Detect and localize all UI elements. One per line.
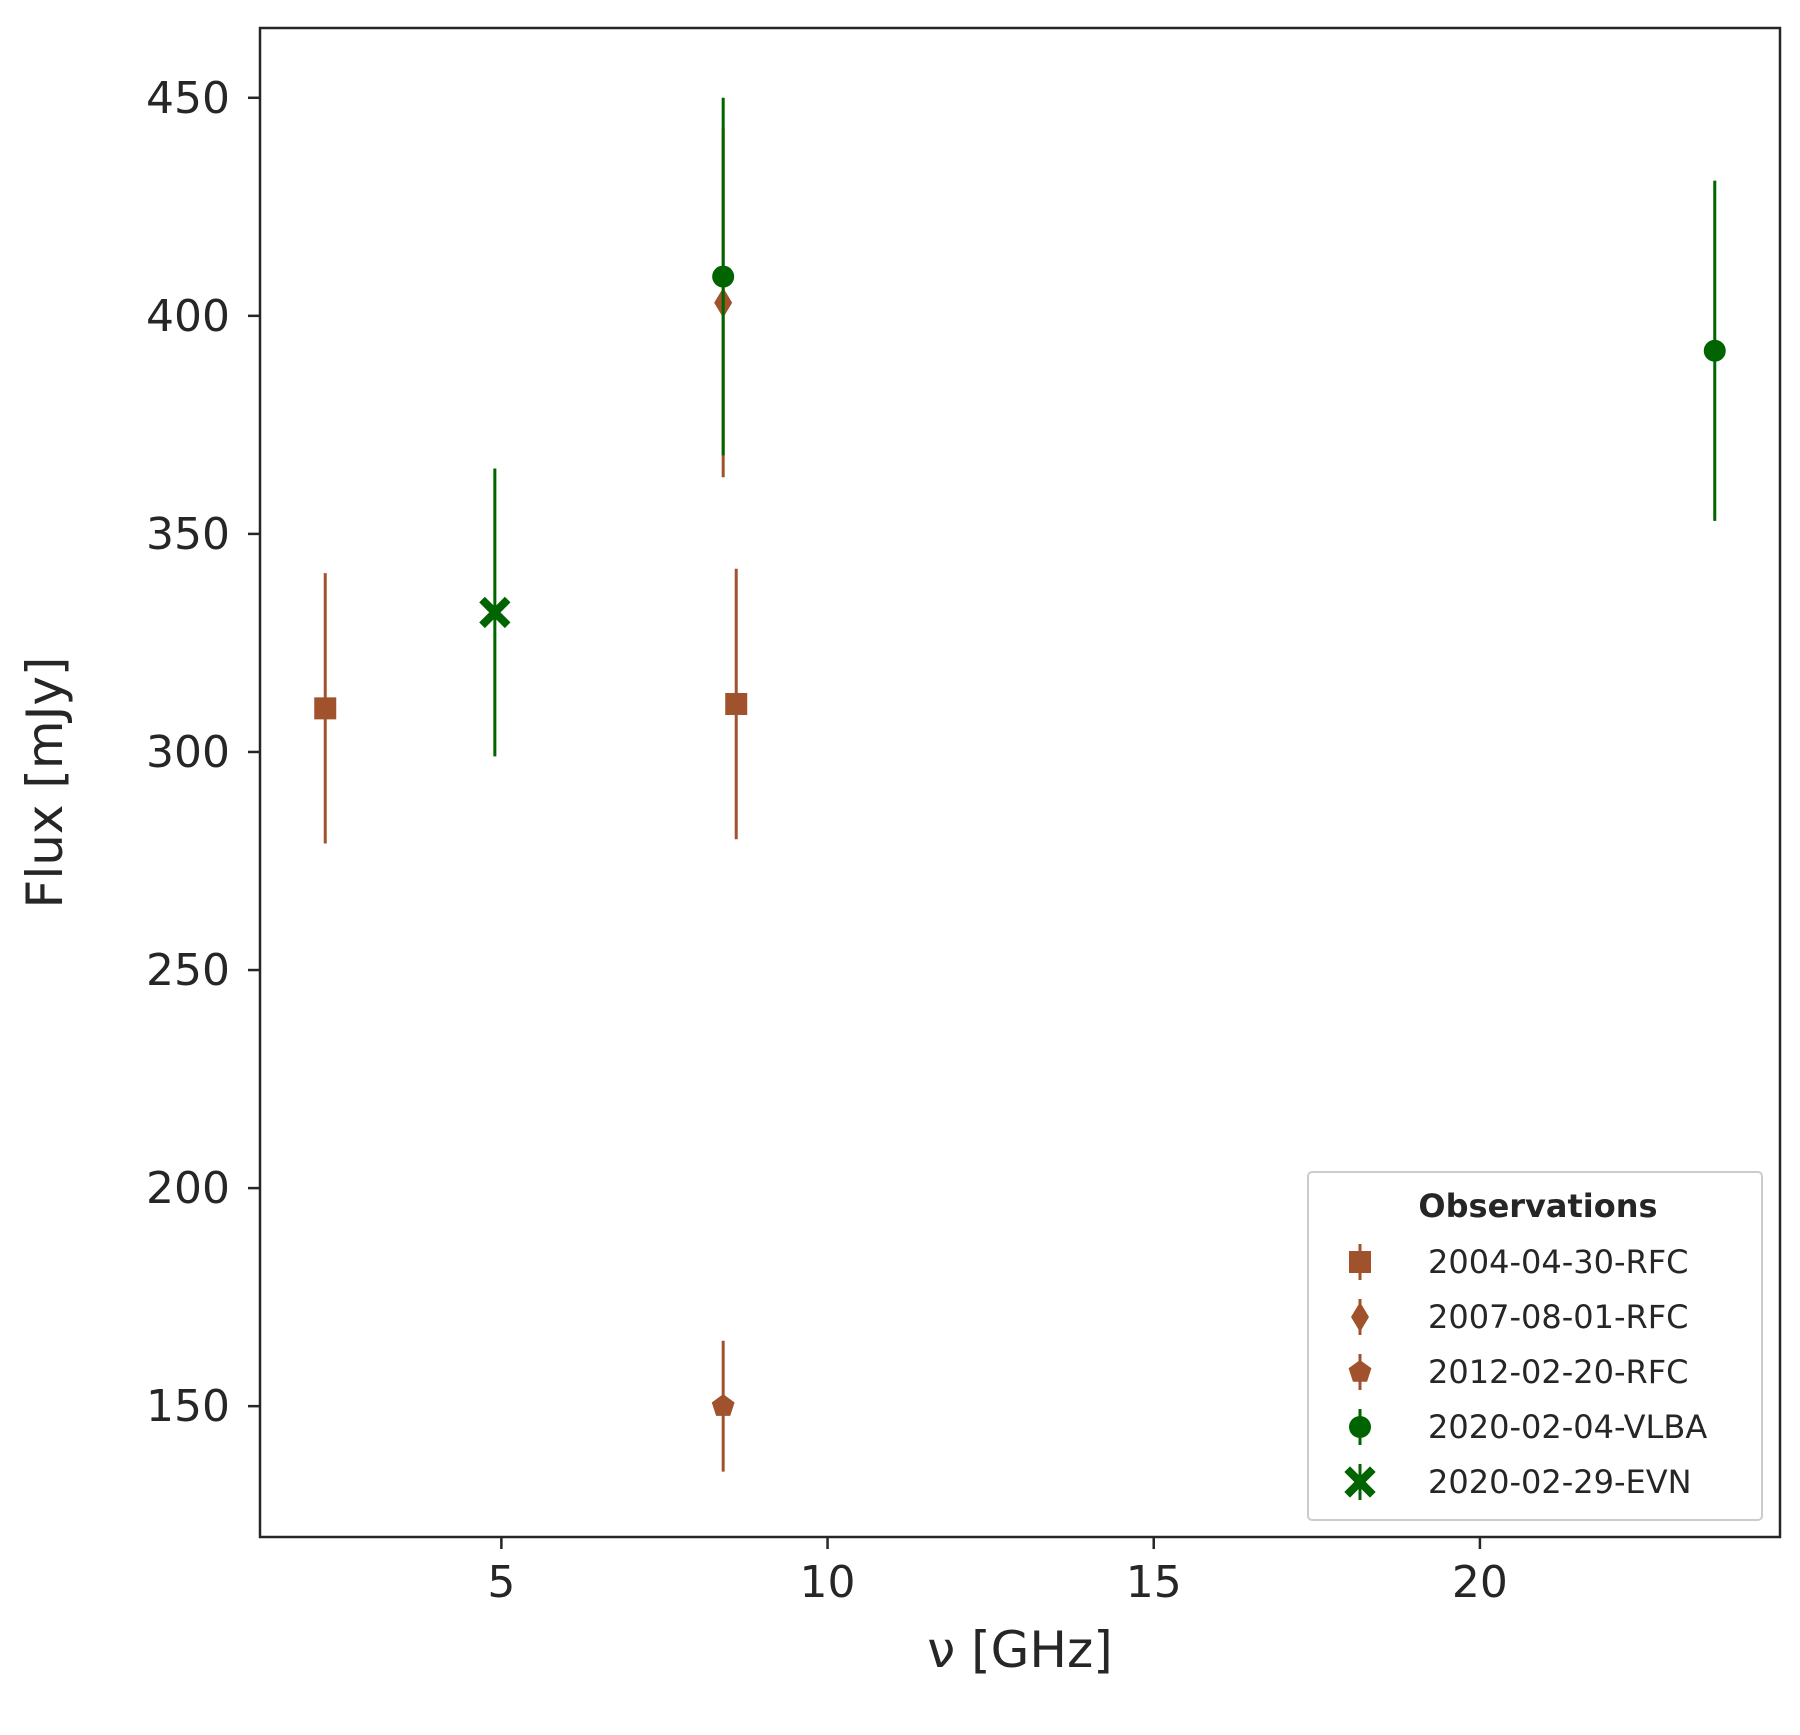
y-tick-label: 300 (146, 727, 230, 778)
data-point (1703, 339, 1726, 362)
legend-marker (1344, 1466, 1376, 1498)
legend-entry-label: 2020-02-04-VLBA (1428, 1408, 1707, 1446)
series-4 (479, 468, 511, 757)
x-axis-label: ν [GHz] (927, 1621, 1112, 1679)
y-axis: 150 200 250 300 350 400 450 (146, 73, 260, 1432)
legend-entry-label: 2020-02-29-EVN (1428, 1463, 1692, 1501)
legend: Observations 2004-04-30-RFC 2007-08-01-RF… (1307, 1171, 1763, 1521)
x-tick-label: 20 (1452, 1557, 1508, 1608)
legend-title: Observations (1418, 1187, 1657, 1225)
legend-entry-label: 2004-04-30-RFC (1428, 1243, 1689, 1281)
y-tick-label: 450 (146, 73, 230, 124)
plot-marks (314, 97, 1726, 1472)
y-tick-label: 200 (146, 1163, 230, 1214)
y-tick-label: 250 (146, 945, 230, 996)
legend-entry-label: 2007-08-01-RFC (1428, 1298, 1689, 1336)
x-tick-label: 10 (800, 1557, 856, 1608)
legend-marker (1348, 1360, 1372, 1382)
data-point (725, 692, 748, 715)
x-tick-label: 5 (487, 1557, 515, 1608)
data-point (711, 1394, 735, 1416)
x-axis: 5 10 15 20 (487, 1537, 1508, 1608)
legend-box (1307, 1171, 1763, 1521)
data-point (314, 697, 337, 720)
series-3 (712, 97, 1726, 521)
legend-items: 2004-04-30-RFC 2007-08-01-RFC 2012-02-20-R… (1344, 1243, 1707, 1501)
series-0 (314, 568, 748, 844)
x-tick-label: 15 (1126, 1557, 1182, 1608)
legend-marker (1349, 1416, 1371, 1438)
data-point (479, 596, 511, 629)
legend-marker (1351, 1302, 1369, 1332)
data-point (712, 265, 735, 288)
y-tick-label: 400 (146, 291, 230, 342)
y-tick-label: 150 (146, 1381, 230, 1432)
y-tick-label: 350 (146, 509, 230, 560)
plot-frame (258, 26, 1782, 1539)
series-2 (711, 1340, 735, 1472)
y-axis-label: Flux [mJy] (16, 657, 74, 909)
legend-entry-label: 2012-02-20-RFC (1428, 1353, 1689, 1391)
legend-marker (1349, 1251, 1371, 1273)
